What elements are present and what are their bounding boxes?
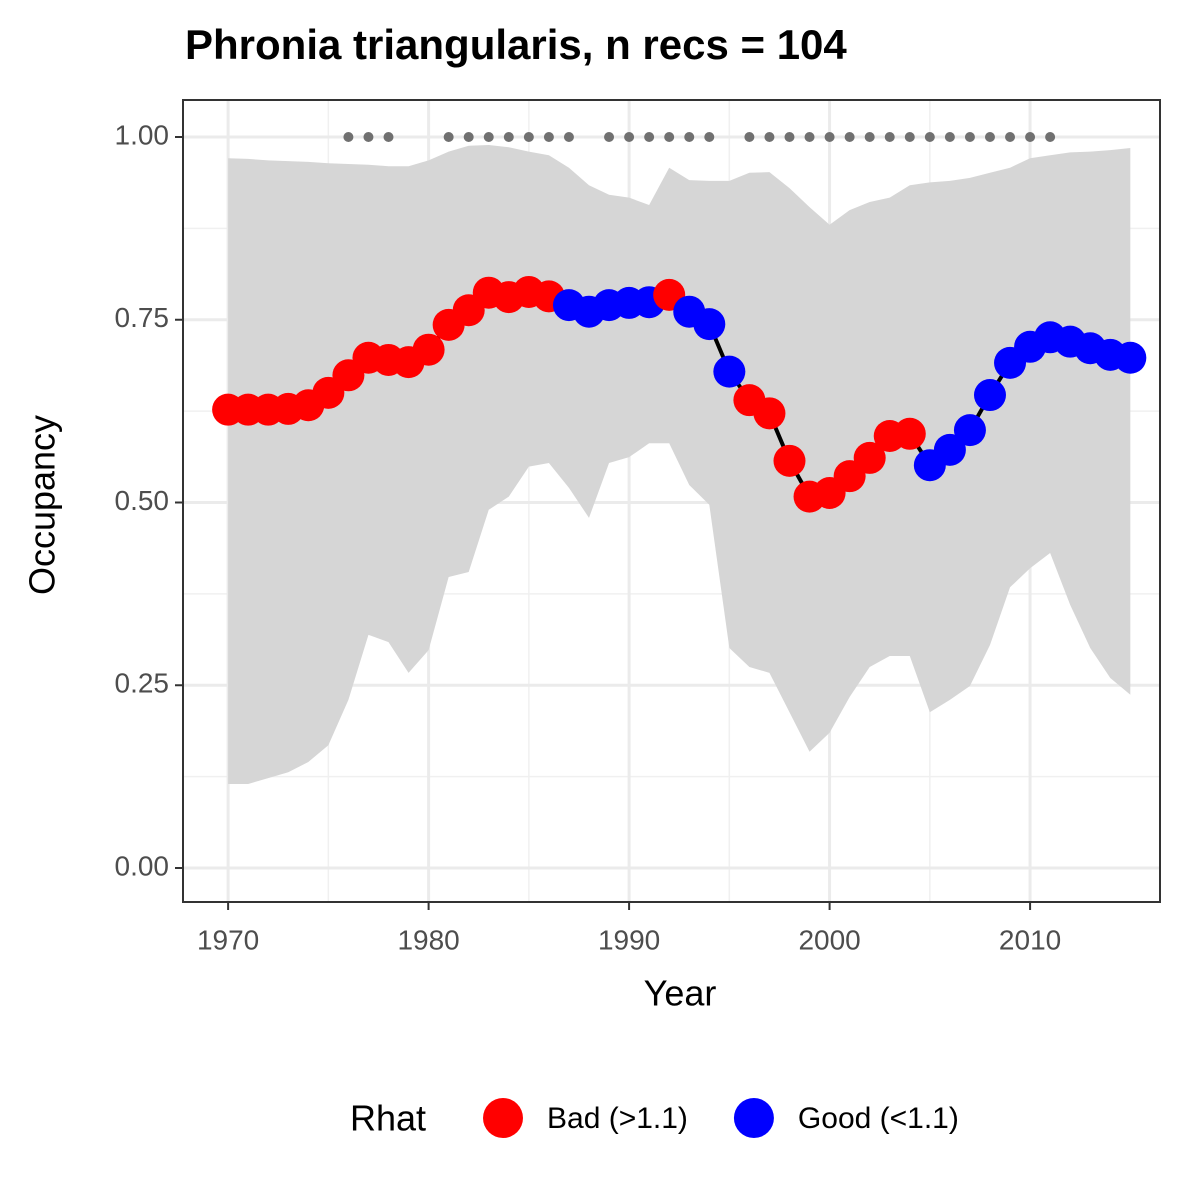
record-dot (924, 131, 935, 142)
credible-band (228, 145, 1131, 784)
record-dot (1045, 131, 1056, 142)
legend-marker (733, 1098, 774, 1138)
x-tick-label: 2000 (798, 924, 860, 955)
record-dot (383, 131, 394, 142)
record-dot (824, 131, 835, 142)
y-tick-label: 1.00 (115, 119, 170, 150)
y-axis-label: Occupancy (22, 415, 63, 595)
record-dot (884, 131, 895, 142)
record-dot (744, 131, 755, 142)
record-dot (844, 131, 855, 142)
point (933, 433, 966, 466)
record-dot (624, 131, 635, 142)
point (953, 414, 986, 447)
point (1114, 341, 1147, 374)
record-dot (864, 131, 875, 142)
record-dot (343, 131, 354, 142)
record-dot (644, 131, 655, 142)
x-tick-label: 1990 (598, 924, 660, 955)
record-dot (1025, 131, 1036, 142)
y-tick-label: 0.00 (115, 850, 170, 881)
record-dot (944, 131, 955, 142)
record-dot (704, 131, 715, 142)
record-dot (503, 131, 514, 142)
record-dot (684, 131, 695, 142)
record-dot (523, 131, 534, 142)
point (773, 444, 806, 477)
y-tick-label: 0.50 (115, 485, 170, 516)
x-axis-label: Year (644, 973, 717, 1014)
record-dot (604, 131, 615, 142)
chart-title: Phronia triangularis, n recs = 104 (185, 21, 847, 68)
record-dot (664, 131, 675, 142)
record-dot (784, 131, 795, 142)
y-tick-label: 0.25 (115, 668, 170, 699)
point (893, 417, 926, 450)
x-tick-label: 2010 (999, 924, 1061, 955)
record-dot (764, 131, 775, 142)
point (753, 397, 786, 430)
record-dot (964, 131, 975, 142)
x-tick-label: 1970 (197, 924, 259, 955)
record-dot (563, 131, 574, 142)
record-dot (904, 131, 915, 142)
record-dot (1005, 131, 1016, 142)
legend-label: Good (<1.1) (798, 1102, 959, 1135)
point (412, 333, 445, 366)
record-dot (463, 131, 474, 142)
record-dot (363, 131, 374, 142)
record-dot (984, 131, 995, 142)
record-dot (543, 131, 554, 142)
record-dot (483, 131, 494, 142)
x-tick-label: 1980 (397, 924, 459, 955)
y-tick-label: 0.75 (115, 302, 170, 333)
record-dot (804, 131, 815, 142)
legend-marker (483, 1098, 523, 1138)
point (713, 355, 746, 388)
point (973, 379, 1006, 412)
point (853, 441, 886, 474)
legend-title: Rhat (350, 1098, 426, 1139)
panel-border (182, 99, 1161, 903)
legend-label: Bad (>1.1) (547, 1102, 688, 1135)
point (693, 308, 726, 341)
record-dot (443, 131, 454, 142)
